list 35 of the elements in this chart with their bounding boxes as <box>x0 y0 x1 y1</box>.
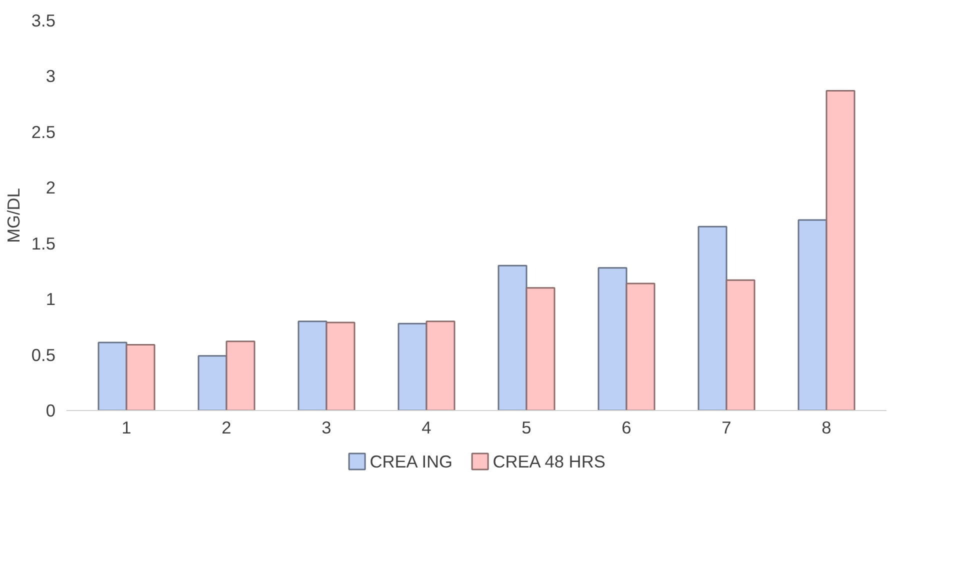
y-tick-label: 3.5 <box>31 10 56 30</box>
bar <box>226 340 256 410</box>
bar <box>398 322 428 410</box>
legend-label: CREA 48 HRS <box>492 452 606 472</box>
x-tick-label: 4 <box>422 418 432 438</box>
y-tick-label: 2 <box>46 178 56 198</box>
x-tick-label: 6 <box>622 418 632 438</box>
x-tick-label: 2 <box>222 418 232 438</box>
y-tick-label: 0 <box>46 400 56 420</box>
bar <box>198 355 228 410</box>
bar <box>98 342 128 410</box>
y-tick-label: 1 <box>46 289 56 310</box>
bar <box>626 282 656 410</box>
x-tick-label: 7 <box>722 418 732 438</box>
bar <box>598 267 628 410</box>
y-tick-label: 0.5 <box>31 344 56 365</box>
bar <box>698 226 728 410</box>
legend-label: CREA ING <box>370 452 453 472</box>
bar <box>298 320 328 410</box>
y-tick-label: 1.5 <box>31 233 56 254</box>
bar <box>526 287 556 410</box>
bar <box>498 264 528 410</box>
x-tick-label: 1 <box>122 418 132 438</box>
bar <box>326 322 356 410</box>
y-axis-title: MG/DL <box>3 188 24 243</box>
bar <box>726 279 756 410</box>
bar <box>798 219 828 410</box>
x-tick-label: 8 <box>822 418 832 438</box>
bar <box>126 344 156 410</box>
x-tick-label: 5 <box>522 418 532 438</box>
bar <box>826 90 856 410</box>
y-tick-label: 2.5 <box>31 122 56 142</box>
bar <box>426 320 456 410</box>
x-tick-label: 3 <box>322 418 332 438</box>
y-tick-label: 3 <box>46 66 56 86</box>
